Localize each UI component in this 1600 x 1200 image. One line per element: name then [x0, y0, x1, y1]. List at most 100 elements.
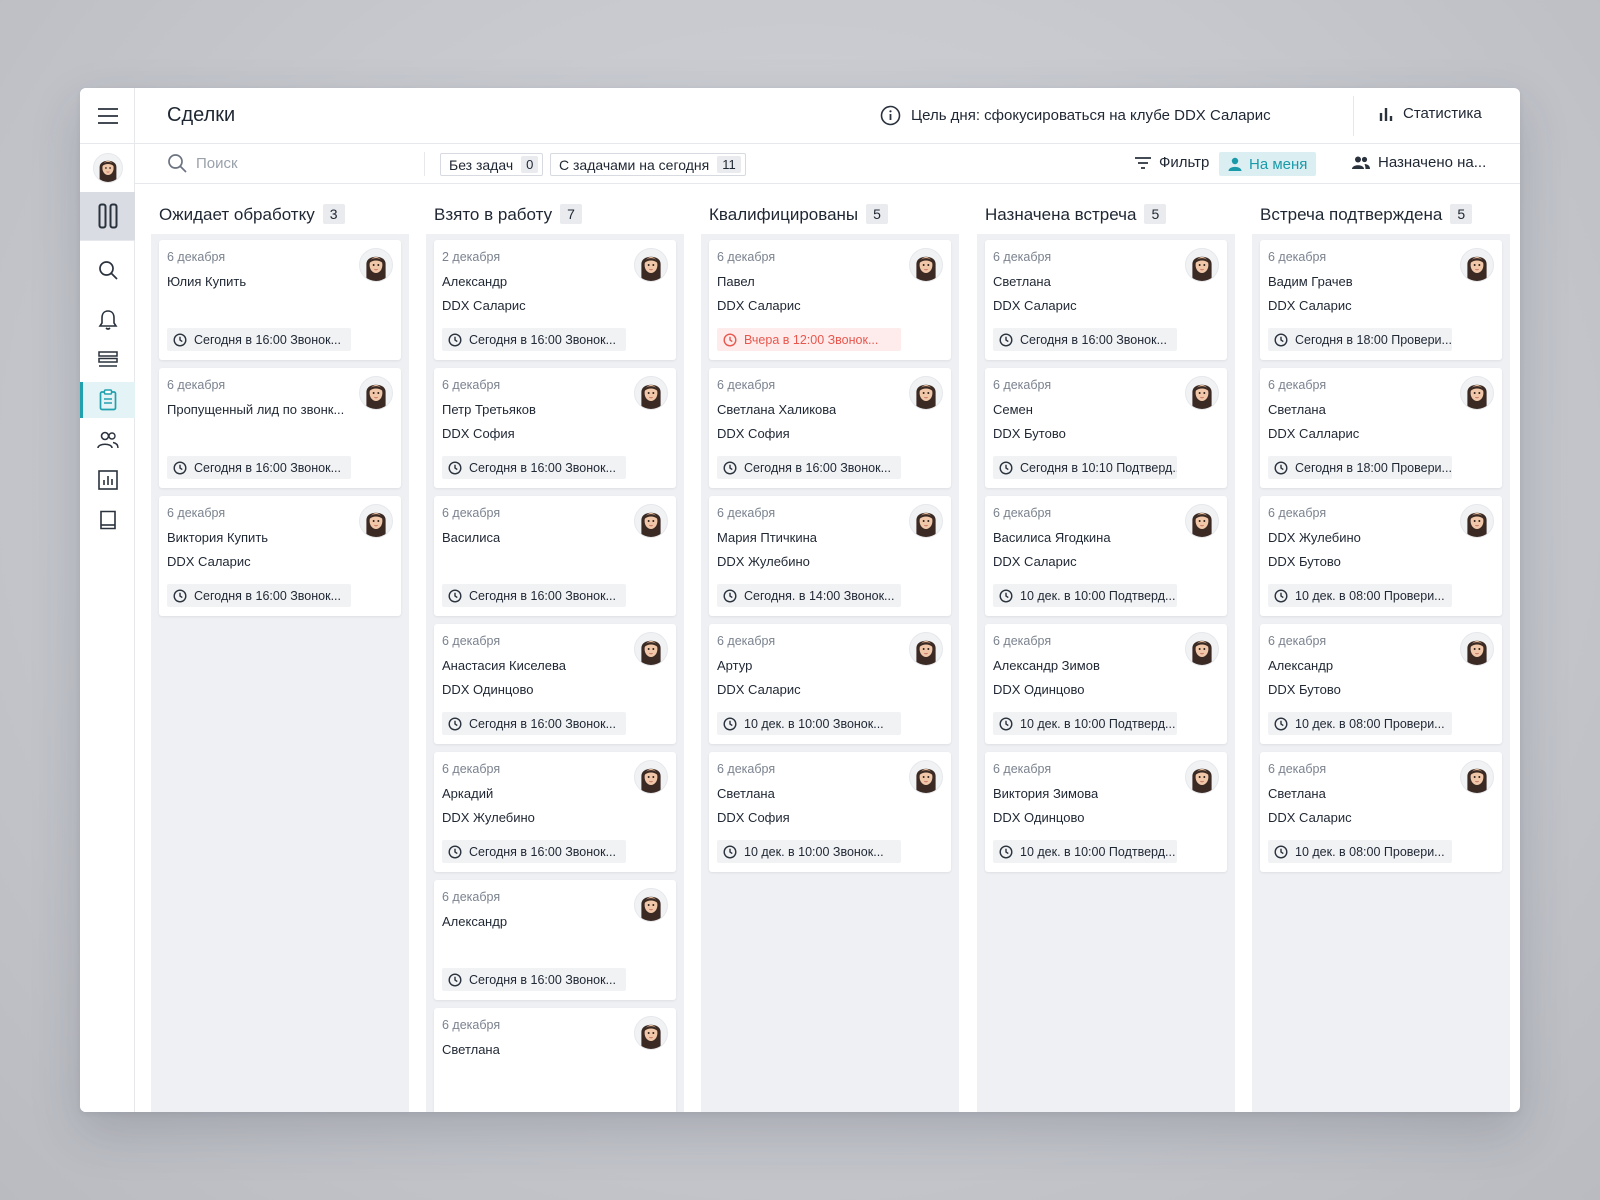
assignee-avatar[interactable]: [634, 760, 668, 794]
card-task[interactable]: 10 дек. в 08:00 Провери...: [1268, 840, 1452, 863]
column-header[interactable]: Назначена встреча 5: [977, 200, 1235, 238]
assignee-avatar[interactable]: [1185, 248, 1219, 282]
assignee-avatar[interactable]: [1460, 376, 1494, 410]
card-task[interactable]: 10 дек. в 08:00 Провери...: [1268, 584, 1452, 607]
assignee-avatar[interactable]: [1185, 632, 1219, 666]
assignee-avatar[interactable]: [909, 376, 943, 410]
search-input[interactable]: [196, 154, 396, 172]
deal-card[interactable]: 6 декабря Светлана: [434, 1008, 676, 1112]
deal-card[interactable]: 6 декабря Александр Зимов DDX Одинцово 10 д…: [985, 624, 1227, 744]
deal-card[interactable]: 6 декабря Виктория Купить DDX Саларис Сегод…: [159, 496, 401, 616]
assignee-avatar[interactable]: [909, 760, 943, 794]
deal-card[interactable]: 6 декабря Светлана DDX Саларис Сегодня в 16…: [985, 240, 1227, 360]
deal-card[interactable]: 6 декабря Анастасия Киселева DDX Одинцово С…: [434, 624, 676, 744]
on-me-toggle[interactable]: На меня: [1219, 152, 1317, 176]
deal-card[interactable]: 6 декабря Аркадий DDX Жулебино Сегодня в 16…: [434, 752, 676, 872]
filter-button[interactable]: Фильтр: [1135, 154, 1209, 171]
chip-no-tasks[interactable]: Без задач 0: [440, 153, 544, 176]
deal-card[interactable]: 6 декабря Павел DDX Саларис Вчера в 12:00 З…: [709, 240, 951, 360]
assignee-avatar[interactable]: [1460, 248, 1494, 282]
card-task[interactable]: 10 дек. в 10:00 Подтверд...: [993, 584, 1177, 607]
card-task[interactable]: Сегодня в 16:00 Звонок...: [993, 328, 1177, 351]
bell-icon[interactable]: [80, 302, 135, 338]
column-header[interactable]: Взято в работу 7: [426, 200, 684, 238]
deal-card[interactable]: 6 декабря Пропущенный лид по звонк... Сего…: [159, 368, 401, 488]
card-task[interactable]: 10 дек. в 10:00 Подтверд...: [993, 712, 1177, 735]
deal-card[interactable]: 6 декабря Светлана DDX Саларис 10 дек. в 08…: [1260, 752, 1502, 872]
card-task[interactable]: Сегодня в 18:00 Провери...: [1268, 328, 1452, 351]
assignee-avatar[interactable]: [634, 376, 668, 410]
card-task[interactable]: Сегодня в 16:00 Звонок...: [167, 584, 351, 607]
deal-card[interactable]: 6 декабря Юлия Купить Сегодня в 16:00 Звон…: [159, 240, 401, 360]
deal-card[interactable]: 6 декабря DDX Жулебино DDX Бутово 10 дек. в…: [1260, 496, 1502, 616]
card-task[interactable]: 10 дек. в 10:00 Звонок...: [717, 840, 901, 863]
deal-card[interactable]: 6 декабря Мария Птичкина DDX Жулебино Сегод…: [709, 496, 951, 616]
card-task[interactable]: Сегодня. в 14:00 Звонок...: [717, 584, 901, 607]
chip-tasks-today[interactable]: С задачами на сегодня 11: [550, 153, 746, 176]
assignee-avatar[interactable]: [1185, 376, 1219, 410]
column-header[interactable]: Квалифицированы 5: [701, 200, 959, 238]
card-task[interactable]: Сегодня в 16:00 Звонок...: [442, 584, 626, 607]
card-task[interactable]: 10 дек. в 10:00 Звонок...: [717, 712, 901, 735]
assignee-avatar[interactable]: [634, 504, 668, 538]
card-task[interactable]: Вчера в 12:00 Звонок...: [717, 328, 901, 351]
assignee-avatar[interactable]: [1460, 632, 1494, 666]
list-icon[interactable]: [80, 342, 135, 378]
deal-card[interactable]: 6 декабря Василиса Ягодкина DDX Саларис 10 …: [985, 496, 1227, 616]
deal-card[interactable]: 6 декабря Светлана Халикова DDX София Сегод…: [709, 368, 951, 488]
card-task[interactable]: Сегодня в 16:00 Звонок...: [442, 328, 626, 351]
stats-icon[interactable]: [80, 462, 135, 498]
deal-card[interactable]: 6 декабря Петр Третьяков DDX София Сегодня …: [434, 368, 676, 488]
deal-card[interactable]: 6 декабря Артур DDX Саларис 10 дек. в 10:00…: [709, 624, 951, 744]
column-header[interactable]: Встреча подтверждена 5: [1252, 200, 1510, 238]
card-task[interactable]: Сегодня в 16:00 Звонок...: [442, 712, 626, 735]
card-task[interactable]: Сегодня в 16:00 Звонок...: [717, 456, 901, 479]
assignee-avatar[interactable]: [634, 1016, 668, 1050]
card-task[interactable]: Сегодня в 16:00 Звонок...: [442, 840, 626, 863]
users-icon[interactable]: [80, 422, 135, 458]
card-task[interactable]: Сегодня в 16:00 Звонок...: [442, 456, 626, 479]
card-task[interactable]: 10 дек. в 08:00 Провери...: [1268, 712, 1452, 735]
assignee-avatar[interactable]: [1460, 504, 1494, 538]
board-view-icon[interactable]: [80, 192, 135, 240]
deal-card[interactable]: 2 декабря Александр DDX Саларис Сегодня в 1…: [434, 240, 676, 360]
deal-card[interactable]: 6 декабря Вадим Грачев DDX Саларис Сегодня …: [1260, 240, 1502, 360]
avatar: [1185, 376, 1219, 410]
assignee-avatar[interactable]: [1185, 760, 1219, 794]
card-task[interactable]: Сегодня в 16:00 Звонок...: [167, 456, 351, 479]
deal-card[interactable]: 6 декабря Виктория Зимова DDX Одинцово 10 д…: [985, 752, 1227, 872]
assignee-avatar[interactable]: [359, 376, 393, 410]
avatar: [909, 504, 943, 538]
deal-card[interactable]: 6 декабря Александр DDX Бутово 10 дек. в 08…: [1260, 624, 1502, 744]
assignee-avatar[interactable]: [359, 248, 393, 282]
deal-card[interactable]: 6 декабря Василиса Сегодня в 16:00 Звонок.…: [434, 496, 676, 616]
deal-card[interactable]: 6 декабря Светлана DDX София 10 дек. в 10:0…: [709, 752, 951, 872]
assignee-avatar[interactable]: [909, 632, 943, 666]
assigned-to-dropdown[interactable]: Назначено на...: [1352, 154, 1486, 171]
card-task[interactable]: Сегодня в 16:00 Звонок...: [442, 968, 626, 991]
clipboard-icon[interactable]: [80, 382, 135, 418]
card-date: 6 декабря: [442, 378, 501, 392]
column-header[interactable]: Ожидает обработку 3: [151, 200, 409, 238]
user-avatar[interactable]: [80, 150, 135, 186]
search-nav-icon[interactable]: [80, 252, 135, 288]
menu-icon[interactable]: [80, 98, 135, 134]
card-task[interactable]: 10 дек. в 10:00 Подтверд...: [993, 840, 1177, 863]
assignee-avatar[interactable]: [1460, 760, 1494, 794]
card-task[interactable]: Сегодня в 10:10 Подтверд...: [993, 456, 1177, 479]
assignee-avatar[interactable]: [909, 248, 943, 282]
card-task[interactable]: Сегодня в 16:00 Звонок...: [167, 328, 351, 351]
statistics-button[interactable]: Статистика: [1379, 105, 1482, 122]
assignee-avatar[interactable]: [634, 632, 668, 666]
assignee-avatar[interactable]: [359, 504, 393, 538]
card-task[interactable]: Сегодня в 18:00 Провери...: [1268, 456, 1452, 479]
assignee-avatar[interactable]: [634, 248, 668, 282]
deal-card[interactable]: 6 декабря Александр Сегодня в 16:00 Звонок…: [434, 880, 676, 1000]
deal-card[interactable]: 6 декабря Семен DDX Бутово Сегодня в 10:10 …: [985, 368, 1227, 488]
deal-card[interactable]: 6 декабря Светлана DDX Салларис Сегодня в 1…: [1260, 368, 1502, 488]
book-icon[interactable]: [80, 502, 135, 538]
filter-icon: [1135, 156, 1151, 169]
assignee-avatar[interactable]: [909, 504, 943, 538]
assignee-avatar[interactable]: [1185, 504, 1219, 538]
assignee-avatar[interactable]: [634, 888, 668, 922]
